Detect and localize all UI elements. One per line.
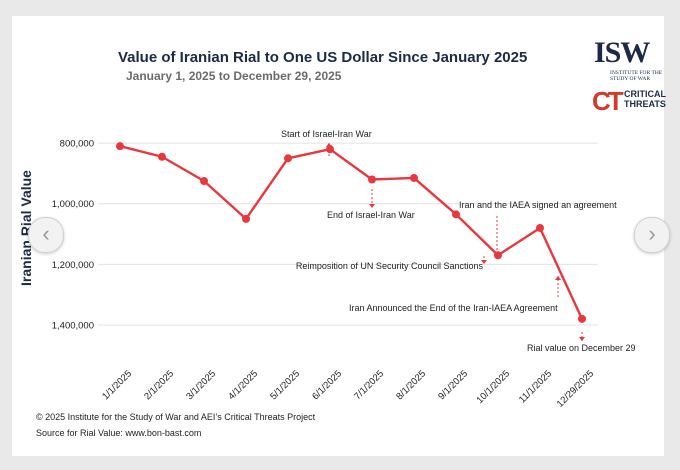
- data-point: [200, 177, 208, 185]
- chart-subtitle: January 1, 2025 to December 29, 2025: [126, 69, 342, 83]
- annotation-text: Iran and the IAEA signed an agreement: [459, 200, 617, 210]
- annotation-arrow-head: [481, 260, 487, 264]
- annotation-arrow-head: [369, 204, 375, 208]
- chart-title: Value of Iranian Rial to One US Dollar S…: [118, 49, 528, 66]
- annotations: Start of Israel-Iran War End of Israel-Ir…: [281, 129, 636, 353]
- annotation: Iran Announced the End of the Iran-IAEA …: [349, 276, 561, 313]
- data-point: [410, 173, 418, 182]
- critical-threats-word-1: CRITICAL: [624, 89, 666, 99]
- y-tick-label: 1,000,000: [52, 199, 94, 210]
- series-line: [119, 144, 584, 320]
- annotation: End of Israel-Iran War: [327, 189, 415, 220]
- series-rial: [116, 142, 586, 323]
- annotation-arrow-head: [579, 337, 585, 341]
- x-tick-label: 11/1/2025: [517, 368, 554, 405]
- y-tick-labels: 800,000 1,000,000 1,200,000 1,400,000: [52, 139, 94, 332]
- annotation-arrow-head: [326, 143, 332, 147]
- annotation: Start of Israel-Iran War: [281, 129, 372, 156]
- data-point: [242, 214, 250, 223]
- isw-logo-subtitle: INSTITUTE FOR THE STUDY OF WAR: [610, 70, 663, 82]
- prev-image-button[interactable]: ‹: [28, 217, 64, 253]
- y-tick-label: 800,000: [60, 139, 94, 150]
- critical-threats-logo-text: CRITICAL THREATS: [624, 89, 666, 109]
- data-point: [116, 142, 124, 151]
- critical-threats-word-2: THREATS: [624, 99, 666, 109]
- x-tick-label: 12/29/2025: [555, 368, 596, 409]
- x-tick-label: 3/1/2025: [184, 368, 218, 402]
- x-tick-label: 6/1/2025: [310, 368, 344, 402]
- data-point: [158, 152, 166, 161]
- annotation-text: End of Israel-Iran War: [327, 210, 415, 220]
- data-point: [536, 223, 544, 232]
- next-image-button[interactable]: ›: [634, 217, 670, 253]
- x-tick-label: 10/1/2025: [474, 368, 512, 406]
- logos: ISW INSTITUTE FOR THE STUDY OF WAR CT CR…: [588, 36, 680, 124]
- copyright-note: © 2025 Institute for the Study of War an…: [36, 412, 316, 422]
- annotation-text: Iran Announced the End of the Iran-IAEA …: [349, 303, 558, 313]
- data-point: [452, 210, 460, 219]
- x-tick-label: 4/1/2025: [226, 368, 260, 402]
- chevron-left-icon: ‹: [42, 221, 50, 246]
- critical-threats-logo-mark: CT: [592, 86, 624, 116]
- y-axis-label: Iranian Rial Value: [18, 170, 34, 286]
- x-tick-label: 7/1/2025: [352, 368, 386, 402]
- data-point: [578, 314, 586, 323]
- x-tick-label: 8/1/2025: [394, 368, 428, 402]
- grid-lines: [98, 142, 598, 326]
- annotation-arrow-head: [494, 254, 500, 258]
- x-tick-label: 5/1/2025: [268, 368, 302, 402]
- annotation-arrow-head: [555, 276, 561, 280]
- annotation: Rial value on December 29: [527, 332, 636, 353]
- isw-logo: ISW: [594, 36, 650, 69]
- x-tick-label: 1/1/2025: [100, 368, 134, 402]
- source-note: Source for Rial Value: www.bon-bast.com: [36, 428, 202, 438]
- x-tick-label: 9/1/2025: [436, 368, 470, 402]
- x-tick-label: 2/1/2025: [142, 368, 176, 402]
- annotation: Reimposition of UN Security Council Sanc…: [296, 256, 487, 271]
- data-point: [326, 145, 334, 154]
- annotation: Iran and the IAEA signed an agreement: [459, 200, 617, 258]
- data-point: [284, 154, 292, 163]
- x-tick-labels: 1/1/2025 2/1/2025 3/1/2025 4/1/2025 5/1/2025…: [100, 368, 596, 409]
- data-point: [368, 175, 376, 184]
- chevron-right-icon: ›: [648, 221, 656, 246]
- chart-card: [12, 16, 664, 456]
- y-tick-label: 1,200,000: [52, 260, 94, 271]
- annotation-text: Rial value on December 29: [527, 343, 636, 353]
- y-tick-label: 1,400,000: [52, 320, 94, 331]
- annotation-text: Start of Israel-Iran War: [281, 129, 372, 139]
- annotation-text: Reimposition of UN Security Council Sanc…: [296, 261, 484, 271]
